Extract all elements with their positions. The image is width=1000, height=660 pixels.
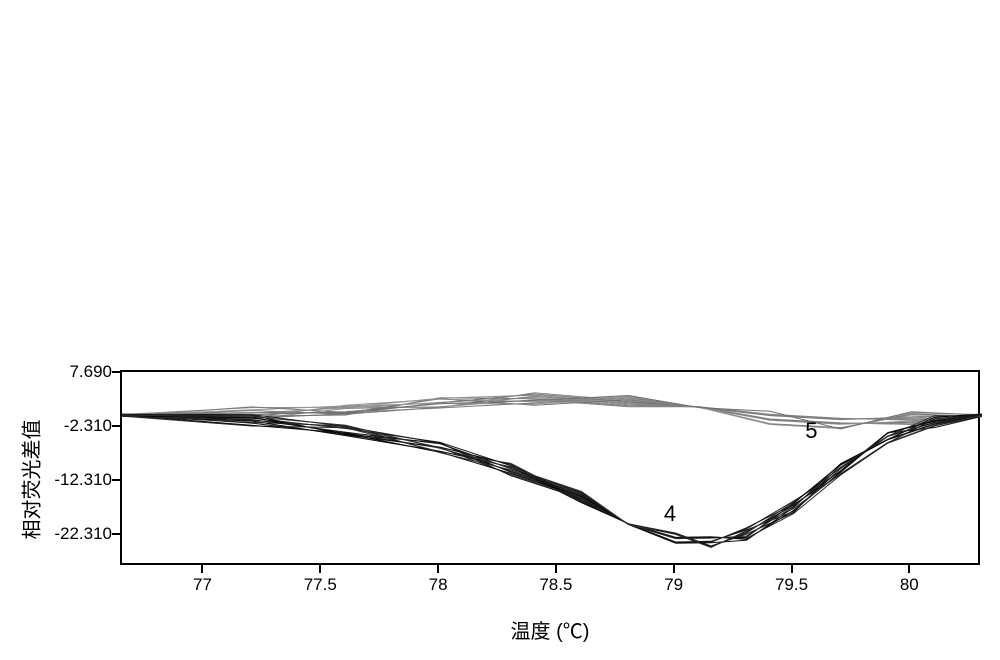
bottom-xtick-label: 77	[177, 575, 227, 595]
bottom-xtick-label: 79.5	[767, 575, 817, 595]
bottom-xtick-label: 79	[649, 575, 699, 595]
bottom-ytick-label: 7.690	[42, 362, 112, 382]
bottom-xtick-label: 78	[413, 575, 463, 595]
bottom-curves-svg	[122, 372, 982, 567]
bottom-chart: 相对荧光差值 4 5 -22.310 -12.310 -2.310 7.690 77 7…	[0, 0, 1000, 660]
bottom-ytick-label: -12.310	[42, 470, 112, 490]
bottom-ytick-label: -2.310	[42, 416, 112, 436]
bottom-ytick-label: -22.310	[42, 524, 112, 544]
bottom-xtick-label: 77.5	[295, 575, 345, 595]
bottom-ylabel: 相对荧光差值	[16, 400, 45, 540]
bottom-xlabel: 温度 (℃)	[450, 615, 650, 644]
bottom-annot-5: 5	[805, 418, 817, 444]
bottom-xtick-label: 80	[884, 575, 934, 595]
bottom-xtick-label: 78.5	[531, 575, 581, 595]
bottom-annot-4: 4	[664, 501, 676, 527]
bottom-plot-area: 4 5	[120, 370, 980, 565]
